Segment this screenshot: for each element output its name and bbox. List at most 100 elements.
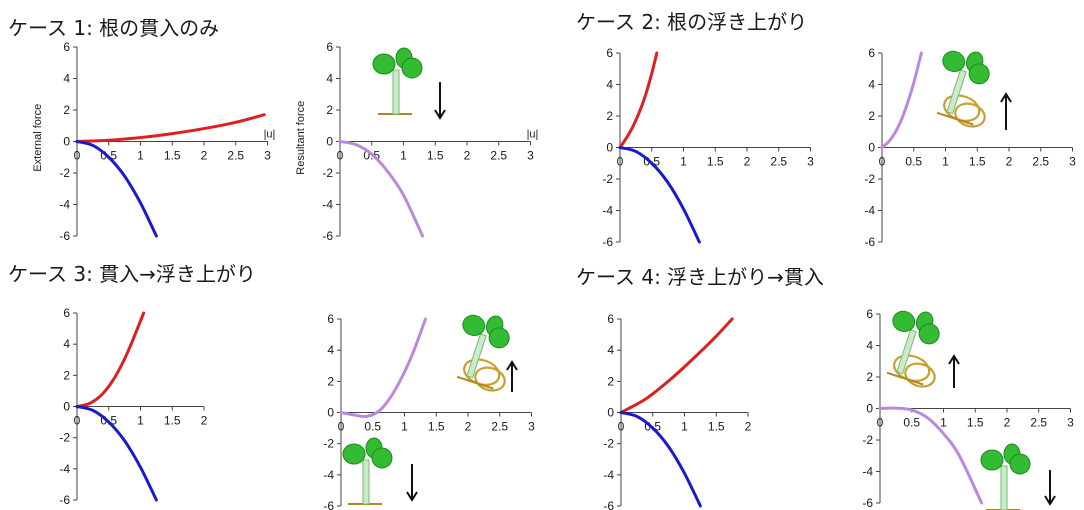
case1-external-red-line <box>75 113 266 143</box>
case1-external-ytick-label: 6 <box>63 40 70 54</box>
case4-resultant-ytick-label: 6 <box>866 307 873 321</box>
sprout-root-lifting-icon <box>936 50 990 128</box>
case2-external-ytick-label: -2 <box>602 172 613 186</box>
case1-external-xtick-label: 1 <box>137 149 144 163</box>
case1-resultant-ytick-label: -6 <box>322 229 333 243</box>
case2-external-xtick-label: 3 <box>807 155 814 169</box>
case1-resultant-xtick-label: 2.5 <box>490 149 507 163</box>
case2-resultant-ytick-label: 6 <box>868 46 875 60</box>
case2-resultant-ytick-label: 4 <box>868 78 875 92</box>
case3-resultant-ytick-label: 0 <box>327 406 334 420</box>
case4-resultant-purple-line <box>878 406 984 505</box>
case3-external-ytick-label: -6 <box>59 493 70 507</box>
case3-external-blue-line <box>75 405 158 502</box>
down-arrow-icon <box>434 82 446 120</box>
case2-external-red-line <box>618 51 659 149</box>
sprout-root-penetrating-icon <box>342 437 393 505</box>
case2-resultant-ytick-label: 0 <box>868 141 875 155</box>
case3-resultant-xtick-label: 1 <box>401 420 408 434</box>
up-arrow-icon <box>506 360 518 392</box>
case4-resultant-ytick-label: -6 <box>862 496 873 510</box>
case3-resultant-xtick-label: 3 <box>528 420 535 434</box>
case3-resultant-ytick-label: 4 <box>327 343 334 357</box>
case3-external-ytick-label: 0 <box>63 400 70 414</box>
case2-external-ytick-label: 4 <box>606 78 613 92</box>
case2-resultant-xtick-label: 0.5 <box>905 155 922 169</box>
case1-resultant-ytick-label: 4 <box>326 72 333 86</box>
case4-external-ytick-label: 0 <box>607 406 614 420</box>
case2-resultant-xtick-label: 2 <box>1006 155 1013 169</box>
case3-resultant-ytick-label: 2 <box>327 374 334 388</box>
case2-external-xtick-label: 0 <box>617 155 624 169</box>
case2-external-xtick-label: 2.5 <box>770 155 787 169</box>
case1-resultant-ytick-label: 0 <box>326 135 333 149</box>
case1-external-blue-line <box>75 140 158 238</box>
case4-resultant-ytick-label: -2 <box>862 433 873 447</box>
case2-resultant-xtick-label: 3 <box>1069 155 1076 169</box>
sprout-root-penetrating-icon <box>980 443 1031 510</box>
case1-resultant-purple-line <box>338 140 425 238</box>
case4-resultant-xtick-label: 0 <box>877 416 884 430</box>
case2-external-ytick-label: -6 <box>602 235 613 249</box>
case3-resultant-xtick-label: 0 <box>338 420 345 434</box>
case4-resultant-xtick-label: 2.5 <box>1030 416 1047 430</box>
case1-resultant-ytick-label: 2 <box>326 103 333 117</box>
down-arrow-icon <box>406 464 418 502</box>
case2-external-xtick-label: 1.5 <box>707 155 724 169</box>
case1-resultant-xtick-label: 2 <box>464 149 471 163</box>
case1-external-ytick-label: -6 <box>59 229 70 243</box>
case2-external-blue-line <box>618 146 701 244</box>
case3-external-ytick-label: 6 <box>63 306 70 320</box>
case3-resultant-xtick-label: 2 <box>465 420 472 434</box>
case1-external-ytick-label: -2 <box>59 166 70 180</box>
case3-external-xtick-label: 1 <box>137 414 144 428</box>
case1-external-xtick-label: 2 <box>201 149 208 163</box>
case4-resultant-xtick-label: 0.5 <box>903 416 920 430</box>
case1-resultant-xtick-label: 1 <box>400 149 407 163</box>
sprout-root-penetrating-icon <box>372 47 423 115</box>
case1-title: ケース 1: 根の貫入のみ <box>8 16 220 40</box>
case3-resultant-ytick-label: 6 <box>327 312 334 326</box>
case3-resultant-purple-line <box>339 317 427 419</box>
case3-resultant-ytick-label: -6 <box>323 499 334 510</box>
case2-external-ytick-label: -4 <box>602 204 613 218</box>
case4-external-xtick-label: 2 <box>745 420 752 434</box>
case4-title: ケース 4: 浮き上がり→貫入 <box>576 265 824 289</box>
case4-resultant-xtick-label: 3 <box>1067 416 1074 430</box>
case3-resultant-xtick-label: 2.5 <box>491 420 508 434</box>
case4-external-ytick-label: 6 <box>607 312 614 326</box>
case4-external-xtick-label: 1.5 <box>708 420 725 434</box>
case3-resultant-xtick-label: 0.5 <box>364 420 381 434</box>
case2-external-ytick-label: 2 <box>606 109 613 123</box>
case3-external-ytick-label: 2 <box>63 368 70 382</box>
case1-external-xtick-label: 3 <box>264 149 271 163</box>
case3-external-ytick-label: 4 <box>63 337 70 351</box>
case3-external-ytick-label: -4 <box>59 462 70 476</box>
case2-resultant-xtick-label: 2.5 <box>1032 155 1049 169</box>
case4-external-ytick-label: -4 <box>603 468 614 482</box>
case3-external-red-line <box>75 311 146 408</box>
case4-resultant-ytick-label: -4 <box>862 465 873 479</box>
sprout-root-lifting-icon <box>886 310 940 388</box>
case3-title: ケース 3: 貫入→浮き上がり <box>8 262 256 286</box>
case1-resultant-ytick-label: -4 <box>322 198 333 212</box>
down-arrow-icon <box>1044 470 1056 506</box>
case2-resultant-ytick-label: -6 <box>864 235 875 249</box>
case3-resultant-xtick-label: 1.5 <box>428 420 445 434</box>
case4-resultant-ytick-label: 0 <box>866 402 873 416</box>
case2-external-xtick-label: 2 <box>744 155 751 169</box>
case1-external-ytick-label: 2 <box>63 103 70 117</box>
case1-resultant-y-label: Resultant force <box>295 101 307 175</box>
case1-external-xtick-label: 1.5 <box>164 149 181 163</box>
case1-external-ytick-label: 0 <box>63 135 70 149</box>
case2-resultant-ytick-label: -2 <box>864 172 875 186</box>
case1-external-ytick-label: -4 <box>59 198 70 212</box>
case4-external-xtick-label: 0 <box>618 420 625 434</box>
case2-resultant-purple-line <box>880 51 923 149</box>
